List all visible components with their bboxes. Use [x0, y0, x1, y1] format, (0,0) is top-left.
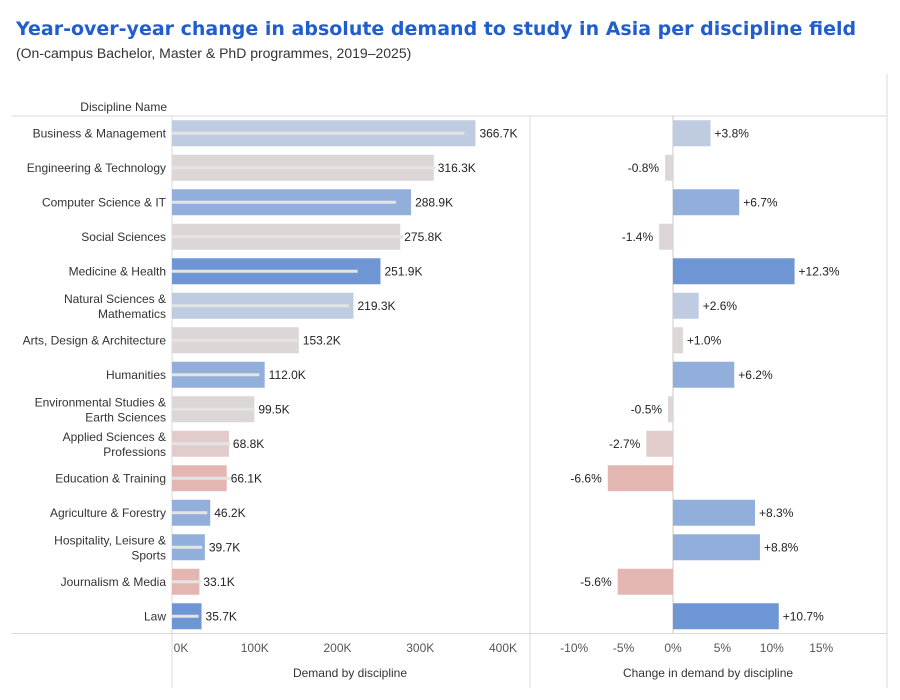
change-value-label: +10.7%	[783, 609, 824, 623]
demand-value-label: 68.8K	[233, 437, 264, 451]
x-axis-title: Demand by discipline	[293, 666, 407, 680]
x-tick-label: -5%	[613, 641, 635, 655]
category-label: Environmental Studies &	[35, 395, 166, 409]
change-value-label: +1.0%	[687, 333, 722, 347]
x-tick-label: 300K	[406, 641, 434, 655]
x-tick-label: 0%	[664, 641, 682, 655]
demand-value-label: 366.7K	[479, 126, 517, 140]
category-label: Mathematics	[98, 307, 166, 321]
category-label: Medicine & Health	[69, 264, 166, 278]
change-bar	[646, 430, 673, 457]
demand-value-label: 35.7K	[206, 609, 237, 623]
change-bar	[673, 499, 756, 526]
change-value-label: -2.7%	[609, 437, 641, 451]
demand-reference-line	[172, 304, 349, 308]
change-bar	[617, 568, 673, 595]
change-value-label: +8.3%	[759, 506, 794, 520]
demand-value-label: 66.1K	[231, 471, 262, 485]
demand-value-label: 112.0K	[269, 368, 306, 382]
demand-value-label: 251.9K	[384, 264, 422, 278]
change-value-label: +8.8%	[764, 540, 799, 554]
category-label: Applied Sciences &	[63, 430, 166, 444]
demand-value-label: 39.7K	[209, 540, 240, 554]
demand-reference-line	[172, 511, 208, 515]
category-label: Law	[144, 609, 166, 623]
change-bar	[673, 603, 779, 630]
change-bar	[659, 223, 673, 250]
demand-reference-line	[172, 131, 465, 135]
category-label: Business & Management	[33, 126, 167, 140]
change-value-label: -0.5%	[631, 402, 663, 416]
category-label: Earth Sciences	[85, 410, 166, 424]
change-bar	[673, 534, 760, 561]
change-bar	[673, 292, 699, 319]
change-value-label: +12.3%	[799, 264, 840, 278]
change-bar	[673, 327, 683, 354]
demand-reference-line	[172, 545, 203, 549]
change-value-label: -5.6%	[580, 575, 612, 589]
change-value-label: -6.6%	[570, 471, 602, 485]
x-tick-label: -10%	[560, 641, 588, 655]
category-label: Natural Sciences &	[64, 292, 166, 306]
x-tick-label: 200K	[323, 641, 351, 655]
demand-reference-line	[172, 235, 404, 239]
change-value-label: -0.8%	[628, 161, 660, 175]
x-tick-label: 100K	[241, 641, 269, 655]
demand-value-label: 33.1K	[203, 575, 234, 589]
category-label: Social Sciences	[81, 230, 166, 244]
category-label: Journalism & Media	[61, 575, 167, 589]
demand-reference-line	[172, 373, 260, 377]
category-label: Sports	[131, 548, 166, 562]
change-bar	[673, 361, 735, 388]
x-tick-label: 10%	[760, 641, 784, 655]
demand-value-label: 316.3K	[438, 161, 476, 175]
demand-reference-line	[172, 269, 358, 273]
change-value-label: +6.2%	[738, 368, 773, 382]
demand-value-label: 275.8K	[404, 230, 442, 244]
discipline-column-header: Discipline Name	[80, 100, 167, 114]
x-tick-label: 0K	[174, 641, 189, 655]
category-label: Humanities	[106, 368, 166, 382]
x-tick-label: 15%	[809, 641, 833, 655]
demand-reference-line	[172, 166, 436, 170]
change-value-label: +6.7%	[743, 195, 778, 209]
demand-reference-line	[172, 614, 199, 618]
change-bar	[673, 258, 795, 285]
category-label: Hospitality, Leisure &	[54, 533, 166, 547]
category-label: Computer Science & IT	[42, 195, 167, 209]
demand-value-label: 46.2K	[214, 506, 245, 520]
chart-subtitle: (On-campus Bachelor, Master & PhD progra…	[16, 45, 412, 61]
demand-value-label: 153.2K	[303, 333, 341, 347]
change-bar	[607, 465, 673, 492]
demand-value-label: 99.5K	[258, 402, 289, 416]
change-bar	[673, 120, 711, 147]
category-label: Professions	[103, 445, 166, 459]
chart-title: Year-over-year change in absolute demand…	[16, 18, 857, 40]
demand-reference-line	[172, 338, 298, 342]
category-label: Education & Training	[55, 471, 166, 485]
change-bar	[673, 189, 740, 216]
category-label: Agriculture & Forestry	[50, 506, 166, 520]
x-tick-label: 400K	[489, 641, 517, 655]
demand-reference-line	[172, 200, 397, 204]
demand-value-label: 219.3K	[357, 299, 395, 313]
demand-reference-line	[172, 476, 231, 480]
change-value-label: +3.8%	[715, 126, 750, 140]
demand-value-label: 288.9K	[415, 195, 453, 209]
demand-reference-line	[172, 580, 202, 584]
change-value-label: +2.6%	[703, 299, 738, 313]
demand-reference-line	[172, 407, 255, 411]
category-label: Arts, Design & Architecture	[23, 333, 167, 347]
category-label: Engineering & Technology	[27, 161, 166, 175]
change-value-label: -1.4%	[622, 230, 654, 244]
x-tick-label: 5%	[714, 641, 732, 655]
demand-reference-line	[172, 442, 231, 446]
change-bar	[665, 154, 673, 181]
change-bar	[668, 396, 673, 423]
x-axis-title: Change in demand by discipline	[623, 666, 793, 680]
